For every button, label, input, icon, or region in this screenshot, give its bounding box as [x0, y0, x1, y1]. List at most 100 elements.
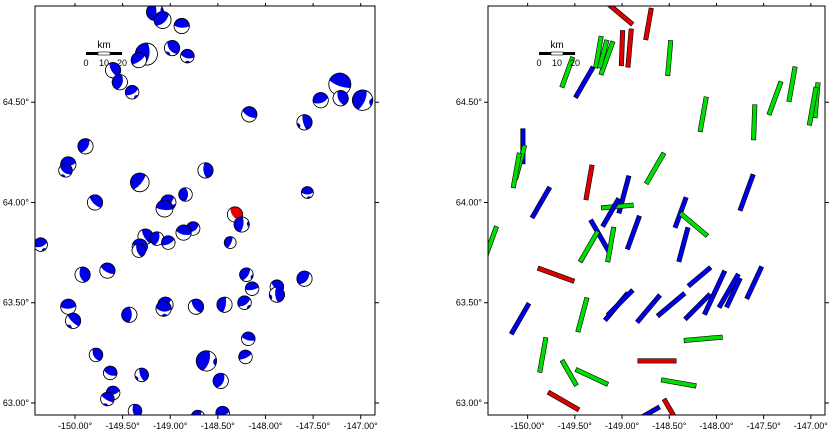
focal-mechanism[interactable]: [239, 104, 260, 125]
focal-mechanism[interactable]: [151, 8, 175, 32]
focal-mechanism[interactable]: [133, 366, 151, 384]
focal-mechanism[interactable]: [97, 260, 118, 281]
axis-bar[interactable]: [751, 104, 758, 141]
axis-bar[interactable]: [481, 225, 499, 264]
axis-bar[interactable]: [635, 293, 662, 325]
focal-mechanism[interactable]: [295, 113, 314, 132]
axis-bar[interactable]: [537, 336, 549, 373]
focal-mechanism[interactable]: [84, 192, 106, 214]
focal-mechanism[interactable]: [130, 242, 148, 260]
focal-mechanism[interactable]: [216, 296, 234, 314]
focal-mechanism[interactable]: [301, 186, 314, 199]
focal-mechanism[interactable]: [146, 4, 164, 21]
axis-bar[interactable]: [660, 377, 697, 389]
axis-bar[interactable]: [575, 296, 590, 333]
focal-mechanism[interactable]: [197, 162, 214, 179]
axis-bar[interactable]: [702, 269, 728, 316]
axis-bar[interactable]: [573, 65, 596, 99]
focal-mechanism[interactable]: [179, 48, 195, 64]
focal-mechanism[interactable]: [121, 306, 138, 323]
axis-bar[interactable]: [766, 80, 784, 116]
focal-mechanism[interactable]: [173, 17, 190, 35]
axis-bar[interactable]: [510, 152, 522, 189]
axis-bar[interactable]: [508, 302, 532, 336]
axis-bar[interactable]: [625, 28, 634, 68]
axis-bar[interactable]: [744, 265, 765, 300]
focal-mechanism[interactable]: [210, 371, 230, 391]
axis-bar[interactable]: [529, 185, 553, 220]
focal-mechanism[interactable]: [159, 234, 177, 252]
focal-mechanism[interactable]: [56, 161, 75, 180]
focal-mechanism[interactable]: [75, 136, 96, 157]
axis-bar[interactable]: [605, 288, 635, 318]
focal-mechanism[interactable]: [60, 298, 77, 315]
axis-bar[interactable]: [605, 226, 617, 263]
axis-bar[interactable]: [683, 334, 723, 343]
focal-mechanism[interactable]: [128, 49, 149, 70]
focal-mechanism[interactable]: [155, 300, 172, 317]
focal-mechanism[interactable]: [240, 331, 256, 347]
axis-bar[interactable]: [683, 292, 713, 322]
focal-mechanism[interactable]: [294, 268, 316, 290]
focal-mechanism[interactable]: [62, 310, 84, 332]
focal-mechanism[interactable]: [311, 90, 330, 109]
axis-bar[interactable]: [618, 30, 626, 67]
focal-mechanism[interactable]: [103, 60, 124, 81]
focal-mechanism[interactable]: [222, 235, 238, 251]
focal-mechanism[interactable]: [331, 88, 351, 108]
axis-bar[interactable]: [686, 265, 713, 289]
focal-mechanism[interactable]: [326, 70, 354, 98]
focal-mechanism[interactable]: [235, 293, 254, 312]
axis-bar[interactable]: [536, 265, 576, 284]
focal-mechanism[interactable]: [101, 364, 119, 382]
focal-mechanism[interactable]: [110, 73, 129, 92]
focal-mechanism[interactable]: [178, 187, 193, 202]
focal-mechanism[interactable]: [73, 265, 92, 284]
focal-mechanism[interactable]: [215, 405, 231, 421]
axis-bar[interactable]: [596, 39, 610, 69]
axis-bar[interactable]: [643, 151, 667, 186]
axis-bar[interactable]: [737, 173, 756, 212]
axis-bar[interactable]: [661, 397, 683, 428]
axis-bar[interactable]: [678, 211, 710, 238]
focal-mechanism[interactable]: [236, 348, 254, 366]
focal-mechanism[interactable]: [98, 390, 117, 409]
axis-bar[interactable]: [676, 226, 691, 263]
axis-bar[interactable]: [630, 404, 661, 425]
focal-mechanism[interactable]: [244, 281, 260, 297]
focal-mechanism[interactable]: [87, 346, 105, 364]
focal-mechanism[interactable]: [174, 223, 192, 241]
axis-bar[interactable]: [697, 96, 709, 133]
axis-bar[interactable]: [655, 291, 687, 319]
axis-bar[interactable]: [786, 66, 798, 103]
focal-mechanism[interactable]: [127, 403, 143, 419]
axis-bar[interactable]: [574, 367, 610, 387]
focal-mechanism[interactable]: [194, 348, 220, 374]
axis-bar[interactable]: [583, 164, 595, 201]
axis-bar[interactable]: [806, 86, 819, 126]
focal-mechanism[interactable]: [233, 216, 251, 234]
focal-mechanism[interactable]: [268, 286, 285, 303]
axis-bar[interactable]: [624, 214, 642, 251]
focal-mechanism[interactable]: [185, 296, 206, 317]
axis-bar[interactable]: [716, 272, 741, 309]
axis-bar[interactable]: [665, 40, 674, 77]
focal-mechanism[interactable]: [123, 83, 141, 101]
axis-bar[interactable]: [606, 2, 635, 27]
focal-mechanism[interactable]: [127, 169, 153, 195]
axis-bar[interactable]: [643, 7, 654, 41]
axis-bar[interactable]: [546, 389, 581, 413]
axis-bar[interactable]: [724, 276, 743, 309]
focal-mechanism[interactable]: [155, 199, 174, 218]
focal-mechanism[interactable]: [349, 87, 376, 114]
focal-mechanism[interactable]: [188, 408, 207, 427]
axis-bar[interactable]: [559, 358, 579, 387]
focal-mechanism[interactable]: [237, 265, 256, 284]
axis-bar[interactable]: [600, 197, 622, 228]
focal-mechanism[interactable]: [32, 236, 49, 253]
axis-bar[interactable]: [577, 229, 601, 264]
focal-mechanism[interactable]: [161, 37, 183, 59]
axis-bar[interactable]: [637, 358, 677, 364]
axis-bar[interactable]: [593, 35, 604, 69]
axis-bar[interactable]: [559, 56, 576, 89]
